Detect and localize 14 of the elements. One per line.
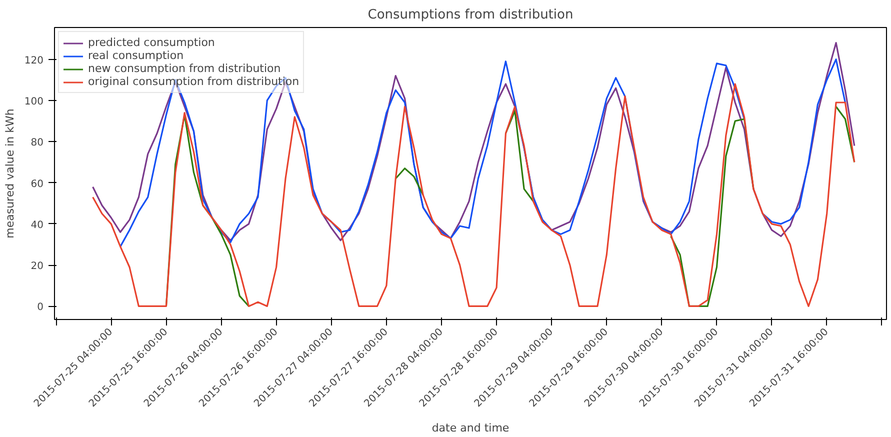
y-tick-label: 60: [30, 178, 44, 190]
y-tick-label: 80: [30, 138, 44, 149]
x-axis-title: date and time: [432, 421, 510, 434]
y-tick-label: 20: [30, 261, 44, 272]
y-tick-label: 100: [24, 96, 44, 108]
legend-label: predicted consumption: [88, 36, 215, 49]
legend-label: original consumption from distribution: [88, 75, 300, 88]
legend-label: new consumption from distribution: [88, 62, 281, 75]
y-tick-label: 40: [30, 220, 44, 231]
y-tick-label: 0: [37, 302, 44, 314]
chart-title: Consumptions from distribution: [368, 8, 574, 22]
y-tick-label: 120: [24, 55, 44, 66]
y-axis-title: measured value in kWh: [3, 108, 16, 238]
legend-label: real consumption: [88, 49, 184, 62]
